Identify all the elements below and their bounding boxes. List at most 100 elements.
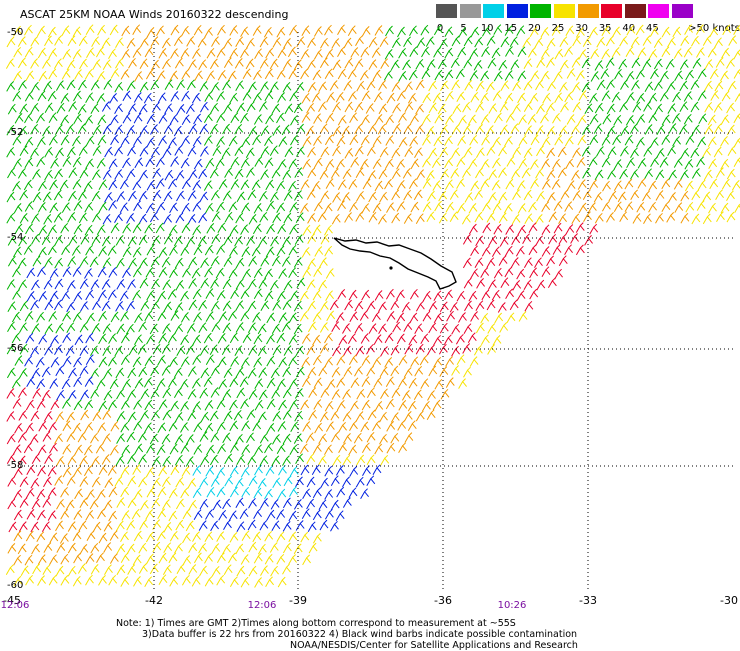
wind-barb <box>127 145 136 157</box>
wind-barb <box>223 37 233 49</box>
wind-barb <box>37 575 46 586</box>
wind-barb <box>510 59 520 70</box>
wind-barb <box>293 433 303 444</box>
wind-barb <box>265 179 275 191</box>
wind-barb <box>222 432 232 444</box>
wind-barb <box>624 201 634 212</box>
wind-barb <box>410 201 420 213</box>
wind-barb <box>175 212 185 224</box>
wind-barb <box>386 421 396 432</box>
wind-barb <box>163 213 172 225</box>
wind-barb <box>199 476 209 488</box>
wind-barb <box>289 378 298 389</box>
wind-barb <box>498 255 508 266</box>
wind-barb <box>188 256 198 268</box>
legend-label: 5 <box>460 23 467 34</box>
wind-barb <box>98 333 107 345</box>
wind-barb <box>565 224 575 235</box>
wind-barb <box>50 356 60 368</box>
wind-barb <box>66 322 76 333</box>
wind-barb <box>264 157 274 169</box>
wind-barb <box>192 334 202 346</box>
wind-barb <box>77 123 87 134</box>
wind-barb <box>121 25 131 37</box>
wind-barb <box>36 156 46 167</box>
wind-barb <box>86 489 95 500</box>
wind-barb <box>168 510 178 522</box>
wind-barb <box>209 410 219 422</box>
wind-barb <box>103 79 113 90</box>
wind-barb <box>127 103 137 114</box>
wind-barb <box>25 223 34 235</box>
wind-barb <box>12 90 22 102</box>
wind-barb <box>86 47 95 58</box>
page-title: ASCAT 25KM NOAA Winds 20160322 descendin… <box>20 8 289 21</box>
wind-barb <box>552 158 561 170</box>
wind-barb <box>62 266 72 278</box>
wind-barb <box>468 158 478 169</box>
wind-barb <box>133 92 143 103</box>
wind-barb <box>221 344 231 355</box>
wind-barb <box>216 112 226 123</box>
wind-barb <box>534 257 543 268</box>
wind-barb <box>216 486 226 498</box>
wind-barb <box>245 147 255 159</box>
wind-barb <box>32 191 42 203</box>
wind-barb <box>145 553 155 565</box>
wind-barb <box>86 530 96 542</box>
wind-barb <box>515 245 525 257</box>
wind-barb <box>605 57 615 68</box>
wind-barb <box>19 145 29 157</box>
wind-barb <box>96 377 106 389</box>
wind-barb <box>125 323 135 335</box>
wind-barb <box>145 531 155 543</box>
wind-barb <box>349 134 359 146</box>
wind-barb <box>354 101 364 113</box>
wind-barb <box>372 158 382 169</box>
wind-barb <box>659 90 669 102</box>
wind-barb <box>497 302 507 313</box>
wind-barb <box>480 114 490 125</box>
wind-barb <box>6 146 16 158</box>
wind-barb <box>644 124 654 135</box>
wind-barb <box>72 178 82 190</box>
wind-barb <box>61 290 70 301</box>
wind-barb <box>181 466 191 477</box>
wind-barb <box>102 169 112 180</box>
wind-barb <box>242 68 252 80</box>
wind-barb <box>330 475 340 486</box>
wind-barb <box>132 554 142 566</box>
wind-barb <box>109 530 119 541</box>
wind-barb <box>260 125 270 136</box>
wind-barb <box>24 554 34 566</box>
wind-barb <box>47 487 57 498</box>
wind-barb <box>49 202 59 214</box>
note-line-1: Note: 1) Times are GMT 2)Times along bot… <box>116 618 516 629</box>
wind-barb <box>451 124 461 135</box>
wind-barb <box>284 103 294 115</box>
wind-barb <box>150 36 160 47</box>
wind-barb <box>239 376 249 387</box>
wind-barb <box>554 92 563 104</box>
wind-barb <box>254 156 264 167</box>
wind-barb <box>467 332 477 343</box>
lat-lon-grid <box>20 32 736 590</box>
wind-barb <box>355 345 365 357</box>
wind-barb <box>391 168 401 179</box>
wind-barb <box>656 124 666 135</box>
time-label: 12:06 <box>247 600 277 611</box>
wind-barb <box>259 58 269 69</box>
wind-barb <box>203 332 213 344</box>
wind-barb <box>98 400 108 412</box>
wind-barb <box>68 234 78 246</box>
wind-barb <box>264 68 274 80</box>
wind-barb <box>108 399 117 411</box>
wind-barb <box>246 432 255 444</box>
wind-barb <box>204 400 214 411</box>
wind-barb <box>11 332 21 344</box>
wind-barb <box>60 553 70 565</box>
wind-barb <box>62 332 72 344</box>
wind-barb <box>102 213 112 225</box>
small-island <box>389 266 393 270</box>
wind-barb <box>277 421 287 432</box>
